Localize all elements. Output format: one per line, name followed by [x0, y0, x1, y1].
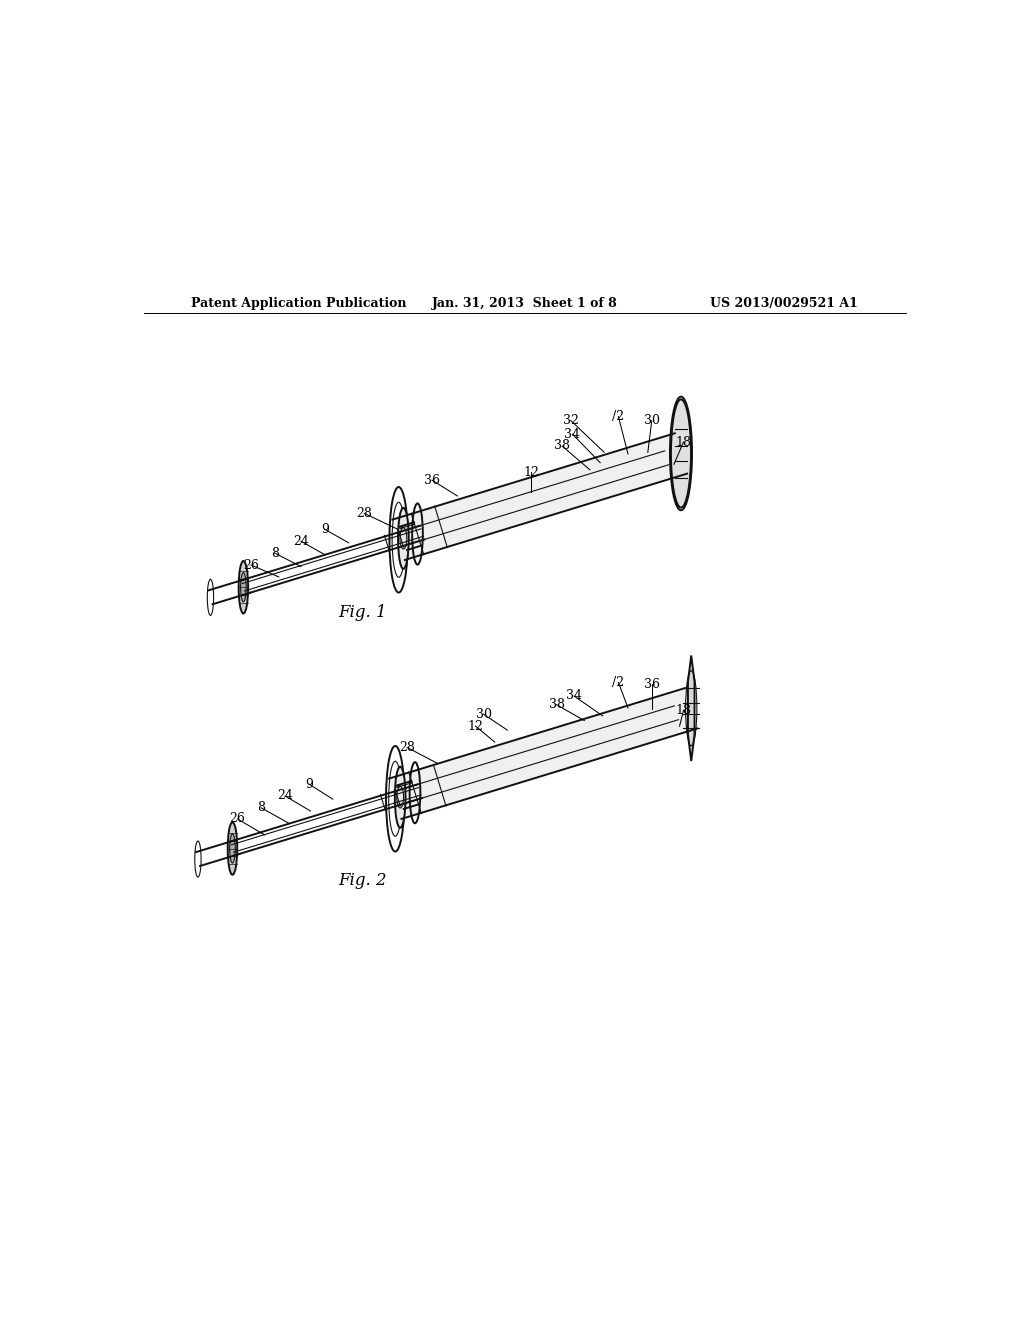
Text: 12: 12 — [468, 719, 483, 733]
Text: 30: 30 — [644, 414, 659, 428]
Text: 28: 28 — [399, 741, 416, 754]
Text: Fig. 1: Fig. 1 — [338, 605, 386, 622]
Text: 12: 12 — [523, 466, 539, 479]
Text: 9: 9 — [305, 777, 313, 791]
Ellipse shape — [227, 822, 238, 875]
Text: 30: 30 — [475, 708, 492, 721]
Text: 38: 38 — [549, 698, 564, 711]
Text: 18: 18 — [676, 436, 691, 449]
Polygon shape — [389, 688, 686, 783]
Text: 26: 26 — [243, 558, 259, 572]
Ellipse shape — [671, 400, 691, 508]
Text: /2: /2 — [612, 676, 625, 689]
Polygon shape — [392, 433, 687, 560]
Polygon shape — [389, 688, 697, 818]
Text: /2: /2 — [612, 411, 625, 424]
Text: 24: 24 — [278, 789, 293, 803]
Text: 8: 8 — [257, 801, 265, 814]
Text: Patent Application Publication: Patent Application Publication — [191, 297, 407, 310]
Ellipse shape — [229, 834, 236, 863]
Text: 34: 34 — [566, 689, 582, 702]
Text: 8: 8 — [270, 546, 279, 560]
Text: 38: 38 — [554, 440, 570, 453]
Polygon shape — [392, 433, 676, 524]
Text: 36: 36 — [424, 474, 440, 487]
Text: 24: 24 — [293, 535, 309, 548]
Ellipse shape — [398, 508, 409, 569]
Text: 36: 36 — [644, 677, 659, 690]
Ellipse shape — [241, 573, 246, 602]
Text: US 2013/0029521 A1: US 2013/0029521 A1 — [711, 297, 858, 310]
Text: Jan. 31, 2013  Sheet 1 of 8: Jan. 31, 2013 Sheet 1 of 8 — [432, 297, 617, 310]
Ellipse shape — [395, 767, 406, 828]
Polygon shape — [688, 656, 694, 762]
Text: 18: 18 — [676, 704, 691, 717]
Text: Fig. 2: Fig. 2 — [338, 873, 386, 890]
Text: 28: 28 — [356, 507, 373, 520]
Text: 26: 26 — [229, 813, 246, 825]
Ellipse shape — [239, 561, 248, 614]
Text: 32: 32 — [563, 414, 579, 428]
Text: 34: 34 — [564, 428, 581, 441]
Text: 9: 9 — [321, 523, 329, 536]
